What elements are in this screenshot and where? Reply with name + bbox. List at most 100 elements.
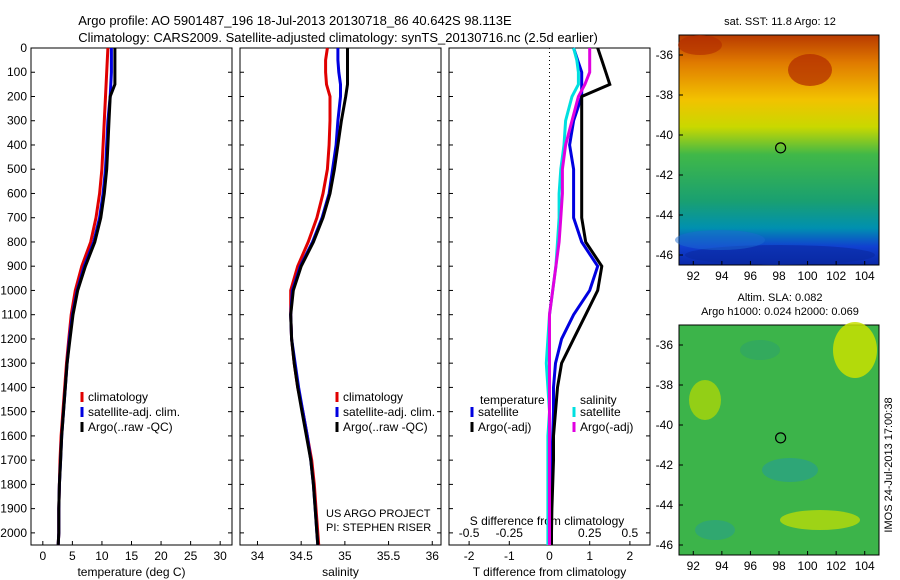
y-tick-label: -44 bbox=[656, 498, 674, 512]
y-tick-label: 1200 bbox=[0, 332, 27, 346]
y-tick-label: 2000 bbox=[0, 526, 27, 540]
x-tick-label: 92 bbox=[687, 559, 701, 573]
legend-header: salinity bbox=[580, 393, 617, 407]
y-tick-label: 1900 bbox=[0, 502, 27, 516]
legend-label: Argo(..raw -QC) bbox=[343, 420, 428, 434]
title-line-2: Climatology: CARS2009. Satellite-adjuste… bbox=[78, 30, 598, 45]
x-tick-label: 102 bbox=[826, 269, 846, 283]
imos-timestamp: IMOS 24-Jul-2013 17:00:38 bbox=[883, 397, 895, 532]
x-axis-label: T difference from climatology bbox=[473, 565, 627, 579]
x-tick-label: 98 bbox=[772, 559, 786, 573]
sla-map-title: Altim. SLA: 0.082 bbox=[738, 292, 823, 304]
y-tick-label: 1400 bbox=[0, 380, 27, 394]
legend-label: satellite-adj. clim. bbox=[343, 405, 435, 419]
x-tick-label: 94 bbox=[715, 269, 729, 283]
x-tick-label: 36 bbox=[426, 549, 440, 563]
x-tick-label-top: 0.25 bbox=[578, 526, 602, 540]
sla-low-patch bbox=[740, 340, 780, 360]
x-tick-label: -1 bbox=[504, 549, 515, 563]
legend-label: Argo(..raw -QC) bbox=[88, 420, 173, 434]
series-line bbox=[56, 48, 117, 546]
y-tick-label: 1000 bbox=[0, 283, 27, 297]
y-tick-label: 1100 bbox=[1, 308, 27, 322]
y-tick-label: -46 bbox=[656, 248, 674, 262]
argo-position-marker bbox=[775, 432, 787, 444]
sla-low-patch bbox=[762, 458, 818, 482]
x-tick-label: 104 bbox=[855, 559, 875, 573]
sla-high-patch bbox=[833, 322, 877, 378]
title-line-1: Argo profile: AO 5901487_196 18-Jul-2013… bbox=[78, 13, 512, 28]
y-tick-label: 1700 bbox=[0, 453, 27, 467]
y-tick-label: 1500 bbox=[0, 405, 27, 419]
x-tick-label: 30 bbox=[213, 549, 227, 563]
y-tick-label: 1800 bbox=[0, 477, 27, 491]
x-tick-label: 25 bbox=[184, 549, 198, 563]
x-tick-label: 102 bbox=[826, 559, 846, 573]
x-tick-label-top: -0.5 bbox=[459, 526, 480, 540]
y-tick-label: 800 bbox=[7, 235, 27, 249]
x-tick-label: 20 bbox=[154, 549, 168, 563]
y-tick-label: 500 bbox=[7, 162, 27, 176]
y-tick-label: 200 bbox=[7, 89, 27, 103]
x-axis-label: salinity bbox=[322, 565, 359, 579]
profile-panel-2: 34 34.5 35 35.5 36 salinity climatologysatelli… bbox=[239, 47, 442, 579]
x-tick-label: 15 bbox=[125, 549, 139, 563]
sla-map: Altim. SLA: 0.082 Argo h1000: 0.024 h200… bbox=[656, 292, 880, 573]
pi-label: PI: STEPHEN RISER bbox=[326, 522, 431, 534]
legend-label: climatology bbox=[343, 390, 403, 404]
y-tick-label: -36 bbox=[656, 48, 674, 62]
y-tick-label: -44 bbox=[656, 208, 674, 222]
sst-cold-patch bbox=[685, 245, 875, 265]
sst-warm-patch bbox=[678, 35, 722, 55]
legend-label: climatology bbox=[88, 390, 148, 404]
x-tick-label: 98 bbox=[772, 269, 786, 283]
x-tick-label: 35 bbox=[338, 549, 352, 563]
y-tick-label: -38 bbox=[656, 88, 674, 102]
legend-header: temperature bbox=[480, 393, 545, 407]
legend-label: Argo(-adj) bbox=[478, 420, 531, 434]
y-tick-label: -42 bbox=[656, 168, 674, 182]
x-tick-label: 0 bbox=[39, 549, 46, 563]
sst-map-title: sat. SST: 11.8 Argo: 12 bbox=[724, 16, 836, 28]
series-line bbox=[548, 48, 592, 545]
x-tick-label: 100 bbox=[798, 559, 818, 573]
sla-map-subtitle: Argo h1000: 0.024 h2000: 0.069 bbox=[701, 306, 859, 318]
legend-label: satellite bbox=[580, 405, 621, 419]
x-tick-label: 2 bbox=[627, 549, 634, 563]
x-tick-label: 96 bbox=[744, 269, 758, 283]
plot-frame bbox=[30, 47, 233, 546]
profile-panel-1: 0100200300400500600700800900100011001200… bbox=[0, 41, 233, 579]
y-tick-label: 100 bbox=[7, 65, 27, 79]
sla-high-patch bbox=[780, 510, 860, 530]
y-tick-label: 300 bbox=[7, 114, 27, 128]
x-tick-label: 104 bbox=[855, 269, 875, 283]
x-tick-label: 96 bbox=[744, 559, 758, 573]
argo-position-marker bbox=[775, 142, 787, 154]
x-tick-label: 92 bbox=[687, 269, 701, 283]
y-tick-label: 400 bbox=[7, 138, 27, 152]
series-line bbox=[289, 48, 349, 546]
x-tick-label: 34.5 bbox=[289, 549, 313, 563]
x-tick-label: 10 bbox=[95, 549, 109, 563]
y-tick-label: 700 bbox=[7, 211, 27, 225]
y-tick-label: -38 bbox=[656, 378, 674, 392]
sst-map-field bbox=[678, 34, 880, 266]
y-tick-label: -46 bbox=[656, 538, 674, 552]
x-tick-label: -2 bbox=[464, 549, 475, 563]
y-tick-label: -40 bbox=[656, 128, 674, 142]
x-tick-label: 100 bbox=[798, 269, 818, 283]
legend-label: satellite bbox=[478, 405, 519, 419]
sst-map: sat. SST: 11.8 Argo: 12 92 94 96 98 100 102 10… bbox=[656, 16, 880, 283]
y-tick-label: 1300 bbox=[0, 356, 27, 370]
series-line bbox=[550, 47, 612, 545]
sst-cold-patch bbox=[675, 230, 765, 250]
x-tick-label-top: -0.25 bbox=[496, 526, 524, 540]
x-tick-label: 94 bbox=[715, 559, 729, 573]
x-tick-label: 34 bbox=[251, 549, 265, 563]
legend-label: Argo(-adj) bbox=[580, 420, 633, 434]
sla-low-patch bbox=[695, 520, 735, 540]
sla-high-patch bbox=[689, 380, 721, 420]
x-tick-label-top: 0.5 bbox=[622, 526, 639, 540]
sst-warm-patch bbox=[788, 54, 832, 86]
y-tick-label: -42 bbox=[656, 458, 674, 472]
